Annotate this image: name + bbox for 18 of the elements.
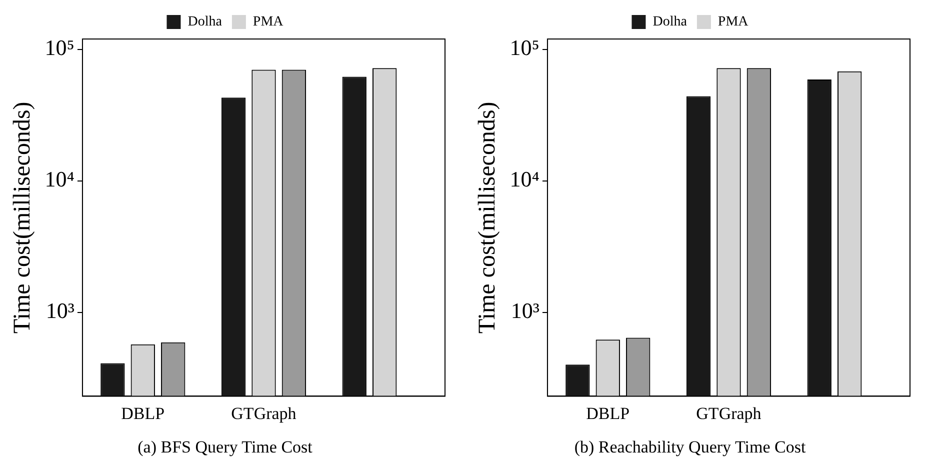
x-tick-label: DBLP (121, 404, 165, 423)
x-tick-label: GTGraph (231, 404, 297, 423)
y-tick-label: 10⁵ (44, 35, 74, 60)
y-tick-label: 10⁵ (510, 35, 540, 60)
legend-label: Dolha (652, 14, 688, 30)
y-tick-label: 10³ (46, 298, 75, 324)
x-tick-label: DBLP (586, 404, 630, 423)
x-tick-label: GTGraph (696, 404, 762, 423)
legend-label: Dolha (188, 14, 223, 30)
y-axis-title: Time cost(milliseconds) (10, 102, 36, 334)
legend-label: PMA (252, 14, 284, 30)
y-tick-label: 10⁴ (510, 166, 540, 192)
text: (b) Reachability Query Time Cost (574, 437, 806, 456)
y-axis-title: Time cost(milliseconds) (474, 102, 501, 334)
y-tick-label: 10⁴ (44, 166, 75, 192)
text: (a) BFS Query Time Cost (138, 437, 313, 456)
legend-label: PMA (718, 14, 750, 30)
y-tick-label: 10³ (510, 298, 540, 324)
